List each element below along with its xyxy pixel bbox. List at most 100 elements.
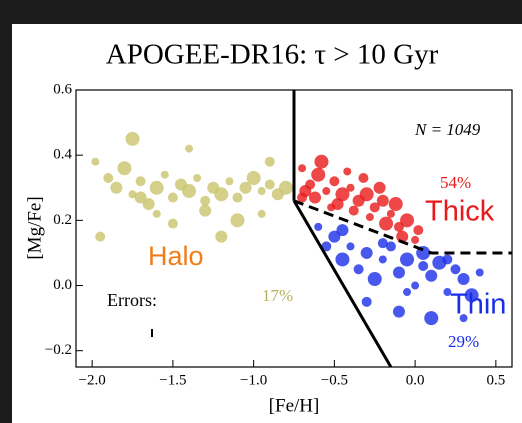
x-tick-label: −2.0 — [79, 372, 106, 388]
point — [125, 131, 140, 146]
point — [327, 203, 336, 212]
point — [392, 305, 405, 318]
point — [475, 268, 484, 277]
point — [134, 191, 147, 204]
point — [343, 167, 352, 176]
point — [335, 252, 350, 267]
point — [257, 187, 266, 196]
point — [298, 164, 307, 173]
x-tick-label: −1.5 — [159, 372, 186, 388]
point — [464, 288, 479, 303]
point — [411, 235, 420, 244]
point — [361, 296, 372, 307]
point — [358, 172, 369, 183]
point — [135, 176, 146, 187]
annotation: 54% — [440, 173, 471, 192]
point — [199, 204, 212, 217]
point — [185, 144, 194, 153]
point — [200, 195, 211, 206]
point — [335, 187, 350, 202]
point — [239, 181, 252, 194]
point — [311, 167, 326, 182]
point — [365, 213, 374, 222]
point — [321, 241, 332, 252]
point — [378, 255, 387, 264]
point — [110, 181, 123, 194]
annotation: Halo — [148, 241, 204, 271]
point — [403, 288, 412, 297]
annotation: 17% — [262, 286, 293, 305]
chart-title: APOGEE-DR16: τ > 10 Gyr — [106, 39, 439, 71]
point — [359, 187, 374, 202]
annotation: Thick — [425, 196, 495, 228]
point — [167, 218, 178, 229]
point — [367, 272, 382, 287]
point — [328, 230, 341, 243]
point — [152, 209, 161, 218]
boundary-line — [292, 200, 393, 368]
x-tick-label: 0.0 — [406, 372, 425, 388]
y-tick-label: 0.2 — [53, 212, 72, 228]
annotation: 29% — [448, 332, 479, 351]
point — [385, 241, 396, 252]
point — [425, 269, 438, 282]
point — [442, 254, 453, 265]
point — [373, 181, 386, 194]
point — [400, 213, 415, 228]
point — [182, 184, 197, 199]
point — [246, 170, 261, 185]
point — [322, 187, 331, 196]
point — [346, 183, 355, 192]
point — [450, 264, 461, 275]
point — [379, 216, 394, 231]
point — [376, 194, 389, 207]
point — [257, 209, 266, 218]
point — [418, 260, 429, 271]
point — [117, 161, 132, 176]
point — [377, 238, 388, 249]
x-tick-label: −1.0 — [240, 372, 267, 388]
point — [149, 180, 164, 195]
point — [443, 288, 452, 297]
point — [214, 187, 229, 202]
point — [193, 173, 202, 182]
point — [308, 191, 321, 204]
point — [348, 205, 359, 216]
point — [360, 246, 373, 259]
y-tick-label: 0.6 — [53, 81, 72, 97]
annotation: Thin — [450, 289, 506, 321]
point — [346, 242, 355, 251]
point — [392, 266, 405, 279]
boundary-line — [293, 199, 512, 255]
point — [388, 197, 403, 212]
point — [128, 190, 137, 199]
point — [167, 192, 178, 203]
x-axis-label: [Fe/H] — [269, 395, 320, 416]
point — [160, 170, 169, 179]
annotation: N = 1049 — [414, 120, 481, 139]
point — [215, 230, 228, 243]
point — [386, 209, 395, 218]
y-axis-label: [Mg/Fe] — [24, 196, 45, 259]
point — [353, 264, 364, 275]
point — [459, 314, 468, 323]
point — [411, 281, 420, 290]
point — [336, 224, 349, 237]
point — [369, 202, 380, 213]
point — [264, 156, 275, 167]
point — [400, 252, 415, 267]
point — [314, 222, 323, 231]
point — [278, 180, 293, 195]
x-tick-label: −0.5 — [321, 372, 348, 388]
point — [103, 172, 114, 183]
point — [225, 177, 234, 186]
point — [142, 198, 155, 211]
point — [91, 157, 100, 166]
point — [297, 192, 308, 203]
x-tick-label: 0.5 — [486, 372, 505, 388]
y-tick-label: 0.4 — [53, 147, 72, 163]
point — [264, 179, 275, 190]
axes-frame — [75, 89, 513, 368]
